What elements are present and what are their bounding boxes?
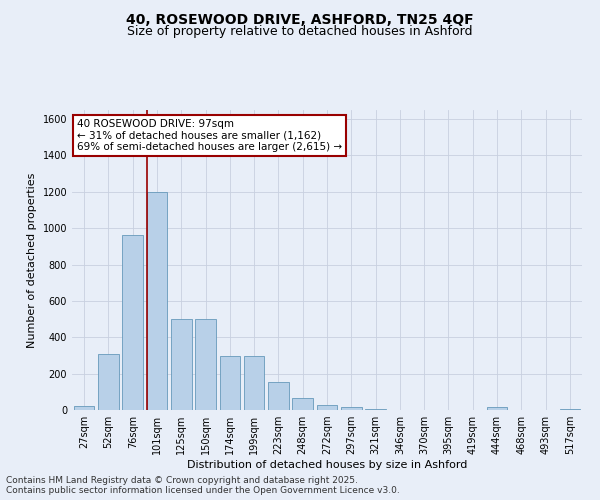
Bar — [74, 406, 94, 410]
Text: 40 ROSEWOOD DRIVE: 97sqm
← 31% of detached houses are smaller (1,162)
69% of sem: 40 ROSEWOOD DRIVE: 97sqm ← 31% of detach… — [77, 119, 342, 152]
Bar — [122, 236, 143, 410]
Bar — [341, 408, 362, 410]
Bar — [171, 319, 191, 410]
Bar — [244, 356, 265, 410]
Bar — [268, 382, 289, 410]
Bar — [195, 319, 216, 410]
Bar — [317, 406, 337, 410]
X-axis label: Distribution of detached houses by size in Ashford: Distribution of detached houses by size … — [187, 460, 467, 470]
Text: 40, ROSEWOOD DRIVE, ASHFORD, TN25 4QF: 40, ROSEWOOD DRIVE, ASHFORD, TN25 4QF — [126, 12, 474, 26]
Bar — [146, 192, 167, 410]
Text: Size of property relative to detached houses in Ashford: Size of property relative to detached ho… — [127, 25, 473, 38]
Bar — [365, 409, 386, 410]
Bar — [560, 409, 580, 410]
Text: Contains HM Land Registry data © Crown copyright and database right 2025.
Contai: Contains HM Land Registry data © Crown c… — [6, 476, 400, 495]
Bar — [220, 356, 240, 410]
Bar — [487, 408, 508, 410]
Y-axis label: Number of detached properties: Number of detached properties — [27, 172, 37, 348]
Bar — [98, 354, 119, 410]
Bar — [292, 398, 313, 410]
